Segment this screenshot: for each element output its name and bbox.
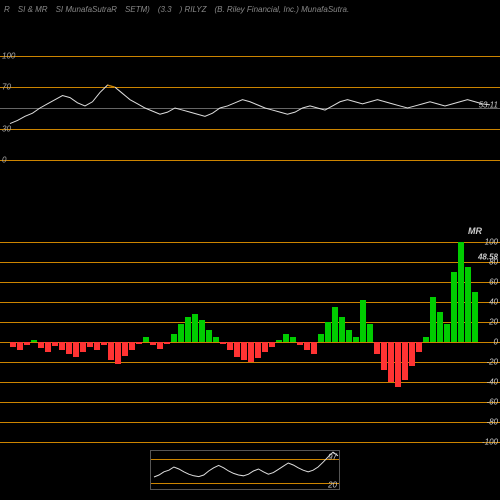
mr-bar	[346, 330, 352, 342]
thumbnail-panel: 97 20	[150, 450, 340, 490]
thumb-low: 20	[328, 481, 337, 490]
mr-bar	[353, 337, 359, 342]
mr-bar	[227, 342, 233, 350]
mr-bar	[234, 342, 240, 357]
mr-bar	[220, 342, 226, 344]
mr-bar	[157, 342, 163, 349]
mr-ylabel: 20	[489, 318, 498, 327]
mr-ylabel: -60	[486, 398, 498, 407]
hdr-2: SI MunafaSutraR	[56, 5, 117, 14]
mr-ylabel: 100	[485, 238, 498, 247]
mr-bar	[360, 300, 366, 342]
hdr-0: R	[4, 5, 10, 14]
mr-bar	[206, 330, 212, 342]
mr-histogram-panel: 100806040200-20-40-60-80-100MR48.58	[0, 242, 500, 442]
mr-bar	[24, 342, 30, 345]
mr-bar	[339, 317, 345, 342]
mr-title: MR	[468, 226, 482, 236]
mr-bar	[430, 297, 436, 342]
mr-bar	[115, 342, 121, 364]
mr-bar	[262, 342, 268, 352]
mr-bar	[367, 324, 373, 342]
chart-header: R SI & MR SI MunafaSutraR SETM) (3.3 ) R…	[0, 0, 500, 18]
mr-bar	[304, 342, 310, 350]
mr-bar	[38, 342, 44, 348]
mr-bar	[423, 337, 429, 342]
mr-ylabel: -40	[486, 378, 498, 387]
mr-bar	[108, 342, 114, 360]
mr-bar	[325, 322, 331, 342]
mr-bar	[136, 342, 142, 344]
mr-bar	[17, 342, 23, 350]
mr-bar	[59, 342, 65, 350]
mr-bar	[276, 340, 282, 342]
mr-bar	[129, 342, 135, 350]
mr-last-value: 48.58	[478, 253, 498, 262]
mr-bar	[290, 337, 296, 342]
hdr-1: SI & MR	[18, 5, 48, 14]
mr-bar	[465, 267, 471, 342]
mr-bar	[45, 342, 51, 352]
mr-bar	[374, 342, 380, 354]
mr-ylabel: 0	[494, 338, 498, 347]
mr-bar	[80, 342, 86, 352]
mr-bar	[283, 334, 289, 342]
mr-bar	[269, 342, 275, 347]
mr-ylabel: -20	[486, 358, 498, 367]
mr-bar	[311, 342, 317, 354]
mr-bar	[164, 342, 170, 344]
mr-bar	[472, 292, 478, 342]
mr-bar	[150, 342, 156, 345]
mr-bar	[437, 312, 443, 342]
mr-bar	[171, 334, 177, 342]
rsi-panel: 1007030053.11	[0, 56, 500, 160]
mr-bar	[416, 342, 422, 352]
mr-bar	[143, 337, 149, 342]
thumb-high: 97	[328, 453, 337, 462]
mr-bar	[87, 342, 93, 347]
mr-bar	[101, 342, 107, 345]
mr-bar	[255, 342, 261, 358]
mr-bar	[241, 342, 247, 360]
mr-bar	[73, 342, 79, 357]
hdr-4: (3.3	[158, 5, 172, 14]
mr-ylabel: 60	[489, 278, 498, 287]
mr-bar	[458, 242, 464, 342]
mr-ylabel: -80	[486, 418, 498, 427]
hdr-6: (B. Riley Financial, Inc.) MunafaSutra.	[214, 5, 349, 14]
mr-bar	[248, 342, 254, 362]
mr-bar	[122, 342, 128, 356]
mr-bar	[332, 307, 338, 342]
mr-bar	[395, 342, 401, 387]
mr-bar	[52, 342, 58, 346]
mr-bar	[213, 337, 219, 342]
mr-ylabel: -100	[482, 438, 498, 447]
mr-bar	[297, 342, 303, 345]
mr-bar	[94, 342, 100, 350]
mr-bar	[451, 272, 457, 342]
mr-bar	[318, 334, 324, 342]
mr-bar	[444, 324, 450, 342]
mr-bar	[199, 320, 205, 342]
mr-bar	[10, 342, 16, 347]
hdr-3: SETM)	[125, 5, 150, 14]
mr-bar	[409, 342, 415, 366]
mr-ylabel: 40	[489, 298, 498, 307]
mr-bar	[402, 342, 408, 380]
mr-bar	[185, 317, 191, 342]
mr-bar	[66, 342, 72, 354]
mr-bar	[31, 340, 37, 342]
mr-bar	[192, 314, 198, 342]
mr-bar	[381, 342, 387, 370]
rsi-current-value: 53.11	[479, 100, 498, 109]
mr-bar	[178, 324, 184, 342]
hdr-5: ) RILYZ	[180, 5, 207, 14]
mr-bar	[388, 342, 394, 382]
